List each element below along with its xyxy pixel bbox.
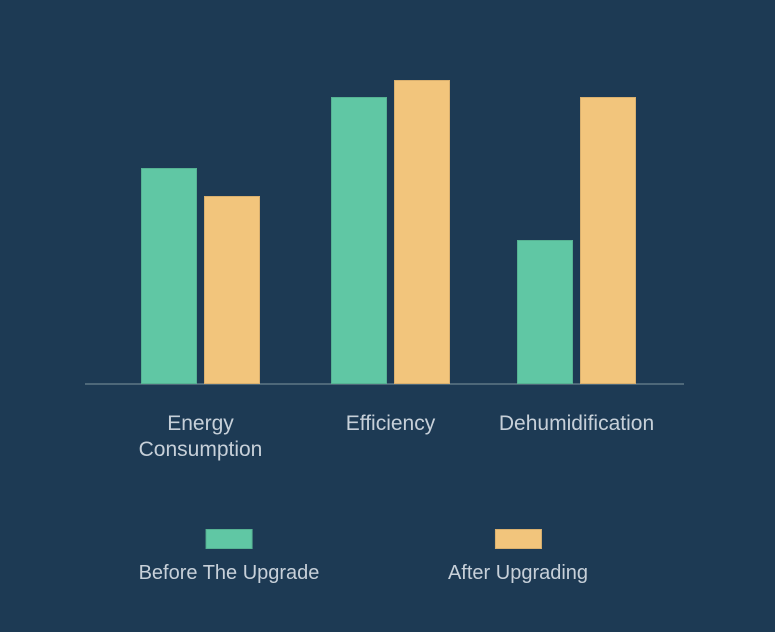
bar-before-the-upgrade-dehumidification xyxy=(517,240,573,384)
bar-after-upgrading-dehumidification xyxy=(580,97,636,384)
legend-swatch-after-upgrading xyxy=(494,529,542,549)
legend-item-before-the-upgrade: Before The Upgrade xyxy=(138,529,320,585)
x-axis-label-efficiency: Efficiency xyxy=(345,412,436,435)
bar-after-upgrading-efficiency xyxy=(394,80,450,384)
bar-before-the-upgrade-efficiency xyxy=(331,97,387,384)
x-axis-label-energy-consumption: Energy Consumption xyxy=(138,412,263,461)
legend-label-after-upgrading: After Upgrading xyxy=(447,562,589,584)
bar-before-the-upgrade-energy-consumption xyxy=(141,168,197,384)
legend-swatch-before-the-upgrade xyxy=(205,529,253,549)
x-axis-line xyxy=(85,383,684,385)
bar-after-upgrading-energy-consumption xyxy=(204,196,260,384)
legend-item-after-upgrading: After Upgrading xyxy=(448,529,588,585)
x-axis-label-dehumidification: Dehumidification xyxy=(498,412,655,435)
legend-label-before-the-upgrade: Before The Upgrade xyxy=(138,562,320,584)
